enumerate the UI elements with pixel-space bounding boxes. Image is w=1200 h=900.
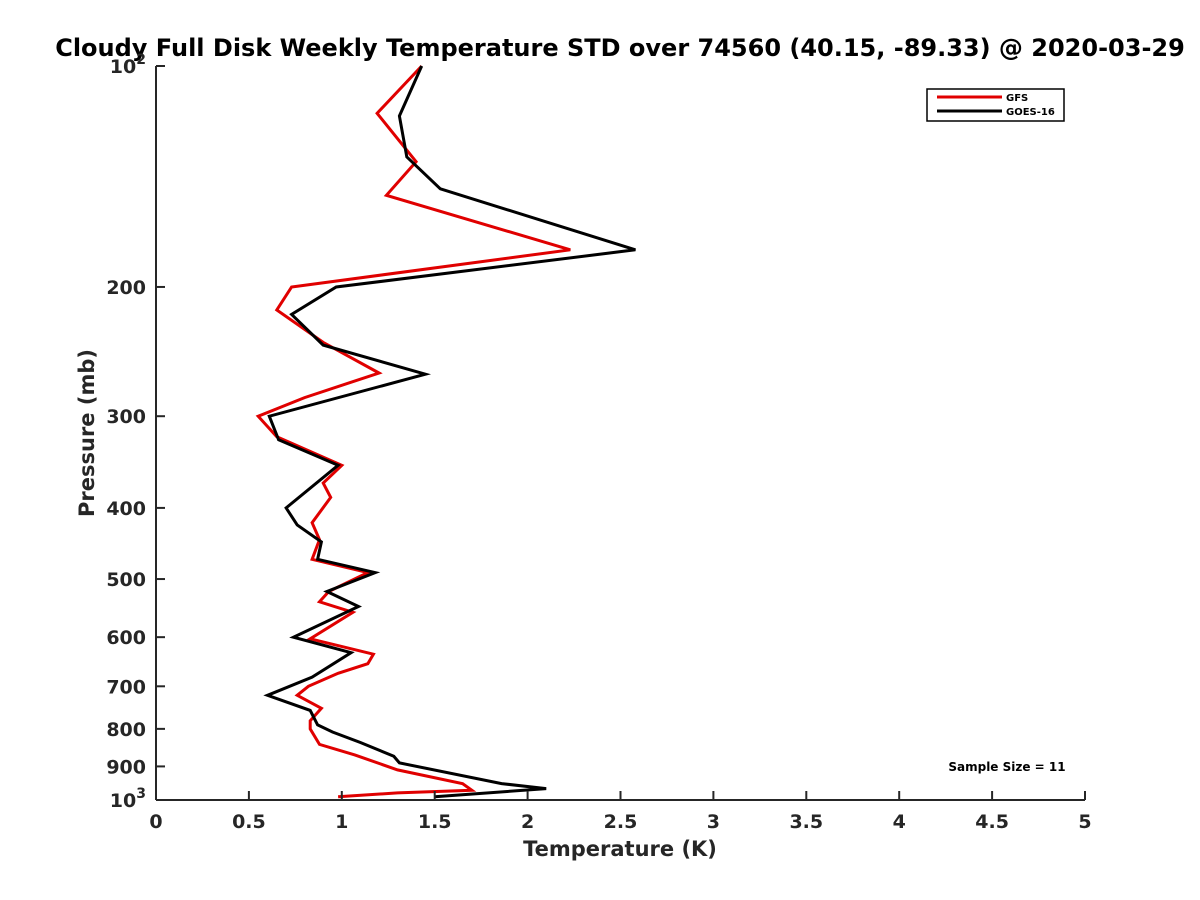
y-tick-label: 800 xyxy=(106,719,146,741)
y-tick-label: 500 xyxy=(106,569,146,591)
y-tick-label: 102 xyxy=(110,52,146,78)
x-tick-label: 4.5 xyxy=(975,811,1009,833)
y-tick-label: 700 xyxy=(106,676,146,698)
x-axis-label: Temperature (K) xyxy=(523,837,717,861)
legend-label-gfs: GFS xyxy=(1006,93,1028,104)
x-tick-label: 2.5 xyxy=(604,811,638,833)
x-tick-label: 5 xyxy=(1078,811,1091,833)
x-tick-label: 1 xyxy=(335,811,348,833)
legend-box xyxy=(926,88,1065,122)
x-tick-label: 1.5 xyxy=(418,811,452,833)
legend-label-goes-16: GOES-16 xyxy=(1006,107,1055,118)
x-axis-ticks: 0 0.5 1 1.5 2 2.5 3 3.5 4 4.5 5 xyxy=(149,791,1092,833)
x-tick-label: 0.5 xyxy=(232,811,266,833)
chart-title: Cloudy Full Disk Weekly Temperature STD … xyxy=(55,34,1185,62)
y-axis-ticks: 102 200 300 400 500 600 700 800 900 103 xyxy=(106,52,165,812)
y-tick-label: 600 xyxy=(106,627,146,649)
legend: GFS GOES-16 xyxy=(926,88,1065,122)
x-tick-label: 3 xyxy=(707,811,720,833)
x-tick-label: 3.5 xyxy=(789,811,823,833)
series-layer xyxy=(255,64,636,799)
x-tick-label: 4 xyxy=(893,811,906,833)
x-tick-label: 2 xyxy=(521,811,534,833)
sample-size-annotation: Sample Size = 11 xyxy=(948,760,1065,774)
y-tick-label: 400 xyxy=(106,498,146,520)
y-tick-label: 103 xyxy=(110,786,146,812)
x-tick-label: 0 xyxy=(149,811,162,833)
y-tick-label: 300 xyxy=(106,406,146,428)
y-axis-label: Pressure (mb) xyxy=(75,349,99,517)
series-line-goes-16 xyxy=(263,65,636,799)
y-tick-label: 200 xyxy=(106,277,146,299)
y-tick-label: 900 xyxy=(106,756,146,778)
